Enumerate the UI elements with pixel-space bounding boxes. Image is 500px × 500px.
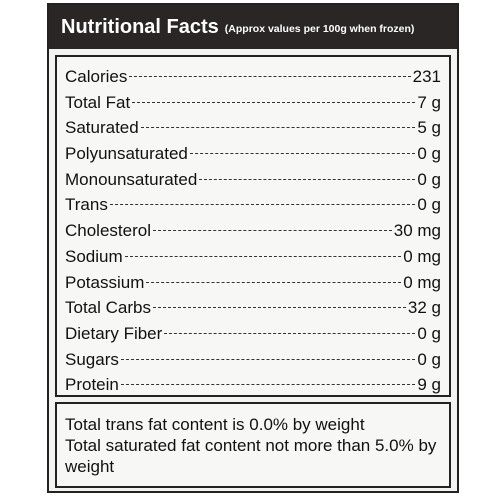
fact-row: Saturated 5 g xyxy=(65,118,441,144)
fact-name: Sodium xyxy=(65,246,123,266)
leader xyxy=(153,230,392,232)
fact-row: Cholesterol 30 mg xyxy=(65,221,441,247)
leader xyxy=(140,127,416,129)
fact-value: 9 g xyxy=(417,375,441,395)
leader xyxy=(164,332,416,334)
fact-row: Calories 231 xyxy=(65,67,441,93)
leader xyxy=(109,204,416,206)
fact-row: Potassium 0 mg xyxy=(65,273,441,299)
fact-name: Total Carbs xyxy=(65,298,151,318)
header: Nutritional Facts (Approx values per 100… xyxy=(49,5,457,49)
fact-name: Trans xyxy=(65,195,108,215)
fact-row: Total Fat 7 g xyxy=(65,93,441,119)
fact-value: 0 mg xyxy=(403,246,441,266)
note: Total saturated fat content not more tha… xyxy=(65,436,437,476)
leader xyxy=(146,281,402,283)
fact-value: 0 g xyxy=(417,349,441,369)
leader xyxy=(199,178,416,180)
fact-name: Potassium xyxy=(65,272,145,292)
fact-value: 0 g xyxy=(417,144,441,164)
fact-name: Monounsaturated xyxy=(65,169,198,189)
fact-row: Sugars 0 g xyxy=(65,350,441,376)
fact-value: 0 g xyxy=(417,169,441,189)
fact-value: 5 g xyxy=(417,118,441,138)
notes: Total trans fat content is 0.0% by weigh… xyxy=(55,402,451,488)
fact-value: 32 g xyxy=(407,298,441,318)
leader xyxy=(132,101,416,103)
fact-name: Protein xyxy=(65,375,119,395)
fact-name: Dietary Fiber xyxy=(65,323,163,343)
fact-row: Trans 0 g xyxy=(65,195,441,221)
fact-name: Calories xyxy=(65,67,128,86)
nutrition-label: Nutritional Facts (Approx values per 100… xyxy=(47,3,459,493)
title: Nutritional Facts xyxy=(61,15,219,38)
fact-row: Monounsaturated 0 g xyxy=(65,170,441,196)
leader xyxy=(129,76,411,77)
fact-value: 0 g xyxy=(417,195,441,215)
fact-name: Sugars xyxy=(65,349,119,369)
fact-value: 0 mg xyxy=(403,272,441,292)
fact-name: Total Fat xyxy=(65,92,131,112)
fact-name: Saturated xyxy=(65,118,139,138)
fact-value: 30 mg xyxy=(393,221,441,241)
leader xyxy=(124,255,402,257)
leader xyxy=(189,153,416,155)
leader xyxy=(120,358,416,360)
note: Total trans fat content is 0.0% by weigh… xyxy=(65,415,365,434)
fact-value: 231 xyxy=(412,67,441,86)
fact-name: Polyunsaturated xyxy=(65,144,188,164)
fact-value: 7 g xyxy=(417,92,441,112)
fact-row: Dietary Fiber 0 g xyxy=(65,324,441,350)
fact-row: Polyunsaturated 0 g xyxy=(65,144,441,170)
fact-name: Cholesterol xyxy=(65,221,151,241)
subtitle: (Approx values per 100g when frozen) xyxy=(224,23,415,35)
fact-row: Total Carbs 32 g xyxy=(65,298,441,324)
facts-table: Calories 231 Total Fat 7 g Saturated 5 g Polyu… xyxy=(55,55,451,397)
fact-row: Sodium 0 mg xyxy=(65,247,441,273)
fact-row: Protein 9 g xyxy=(65,375,441,401)
fact-value: 0 g xyxy=(417,323,441,343)
leader xyxy=(120,384,416,386)
leader xyxy=(152,307,406,309)
